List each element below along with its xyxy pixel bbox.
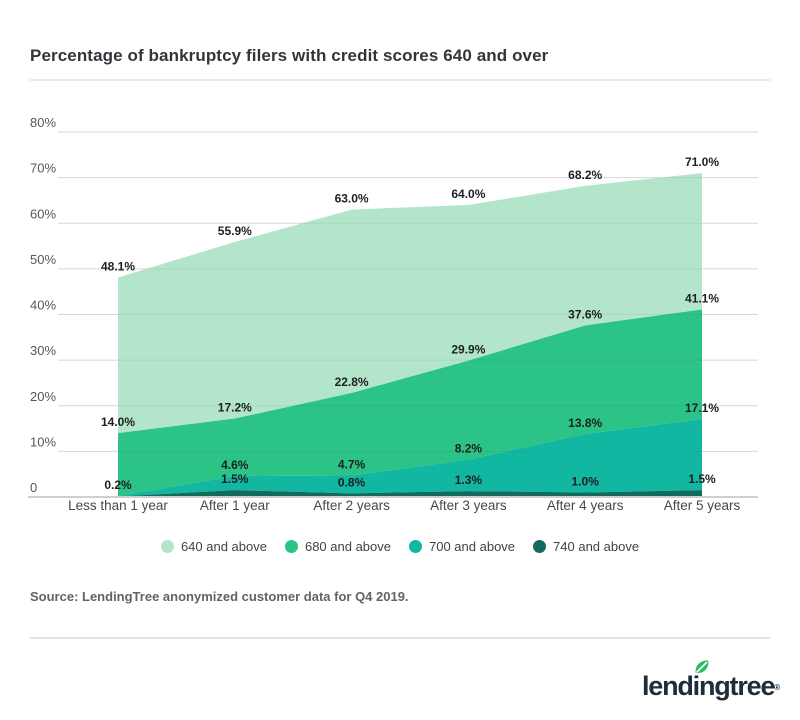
data-label: 8.2% <box>455 442 483 456</box>
data-label: 64.0% <box>451 187 485 201</box>
x-tick-label: After 2 years <box>313 498 390 513</box>
x-tick-label: After 3 years <box>430 498 507 513</box>
data-label: 1.0% <box>572 474 600 488</box>
logo-wordmark: lendingtree® <box>642 660 780 703</box>
data-label: 0.8% <box>338 475 366 489</box>
legend-item-680-and-above: 680 and above <box>284 539 391 554</box>
y-tick-label: 80% <box>30 115 56 130</box>
lendingtree-logo: lendingtree® <box>642 660 780 709</box>
y-tick-label: 0 <box>30 480 37 495</box>
legend-item-640-and-above: 640 and above <box>160 539 267 554</box>
legend-chip <box>160 540 174 553</box>
data-label: 13.8% <box>568 416 602 430</box>
legend-chip <box>409 540 422 553</box>
data-label: 71.0% <box>685 155 719 169</box>
source-note: Source: LendingTree anonymized customer … <box>30 589 409 604</box>
chart-title: Percentage of bankruptcy filers with cre… <box>30 46 549 65</box>
data-label: 1.5% <box>221 472 249 486</box>
data-label: 1.5% <box>688 472 716 486</box>
legend-label: 640 and above <box>180 539 267 554</box>
y-tick-label: 60% <box>30 206 56 221</box>
title-divider <box>30 79 770 81</box>
data-label: 63.0% <box>335 192 369 206</box>
data-label: 55.9% <box>218 224 252 238</box>
y-tick-label: 40% <box>30 298 56 313</box>
x-tick-label: Less than 1 year <box>68 498 168 513</box>
data-label: 68.2% <box>568 168 602 182</box>
data-label: 41.1% <box>685 291 719 305</box>
legend-label: 680 and above <box>304 539 391 554</box>
registered-mark: ® <box>774 683 780 692</box>
y-tick-label: 20% <box>30 389 56 404</box>
data-label: 48.1% <box>101 260 135 274</box>
legend-chip <box>533 540 547 553</box>
data-label: 22.8% <box>335 375 369 389</box>
area-chart: 0 10% 20% 30% 40% 50% 60% 70% 80% Less than 1 yea… <box>28 115 758 513</box>
y-tick-label: 50% <box>30 252 56 267</box>
legend-item-740-and-above: 740 and above <box>533 539 639 554</box>
data-label: 17.2% <box>218 401 252 415</box>
chart-legend: 640 and above 680 and above 700 and above 7… <box>0 539 800 554</box>
data-label: 1.3% <box>455 473 483 487</box>
legend-item-700-and-above: 700 and above <box>409 539 515 554</box>
x-tick-label: After 1 year <box>200 498 270 513</box>
data-label: 0.2% <box>104 478 132 492</box>
data-label: 14.0% <box>101 415 135 429</box>
area-band-680-and-above <box>118 309 702 497</box>
y-tick-label: 70% <box>30 161 56 176</box>
area-band-700-and-above <box>118 418 702 497</box>
legend-label: 740 and above <box>553 539 640 554</box>
x-tick-label: After 5 years <box>664 498 741 513</box>
data-label: 29.9% <box>451 343 485 357</box>
data-label: 17.1% <box>685 401 719 415</box>
area-band-740-and-above <box>118 490 702 497</box>
legend-chip <box>284 540 298 553</box>
y-tick-label: 10% <box>30 434 56 449</box>
x-tick-label: After 4 years <box>547 498 624 513</box>
footer-divider <box>30 637 770 639</box>
y-tick-label: 30% <box>30 343 56 358</box>
leaf-icon <box>695 660 709 674</box>
area-band-640-and-above <box>118 173 702 434</box>
legend-label: 700 and above <box>429 539 516 554</box>
data-label: 37.6% <box>568 307 602 321</box>
data-label: 4.6% <box>221 458 249 472</box>
data-label: 4.7% <box>338 458 366 472</box>
